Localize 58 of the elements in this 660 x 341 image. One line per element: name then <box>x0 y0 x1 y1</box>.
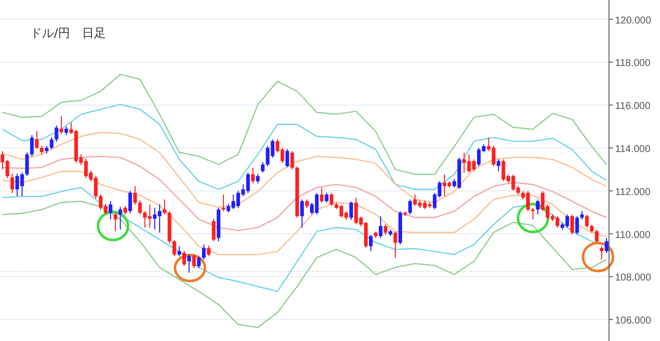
candlestick <box>604 238 608 254</box>
candlestick <box>114 212 118 232</box>
candlestick <box>50 136 54 150</box>
candlestick <box>256 173 260 184</box>
candlestick <box>394 231 398 258</box>
candlestick <box>128 190 132 214</box>
candlestick <box>290 150 294 170</box>
candlestick <box>162 198 166 215</box>
y-tick-label: 110.000 <box>615 230 651 241</box>
candlestick <box>378 216 382 239</box>
y-tick-label: 114.000 <box>615 144 651 155</box>
candlestick <box>30 134 34 158</box>
line-series <box>2 74 608 175</box>
candlestick <box>10 173 14 194</box>
candlestick <box>197 256 201 269</box>
candlestick <box>60 116 64 135</box>
candlestick <box>212 218 216 242</box>
y-tick-label: 106.000 <box>615 316 652 327</box>
candlestick <box>300 198 304 228</box>
candlestick <box>192 254 196 269</box>
candlestick <box>138 200 142 215</box>
candlestick <box>251 167 255 184</box>
candlestick <box>25 152 29 176</box>
candlestick <box>384 224 388 236</box>
candlestick <box>177 246 182 257</box>
candlestick <box>408 198 412 215</box>
text: ドル/円 日足 <box>30 26 106 40</box>
candlestick <box>222 194 226 212</box>
candlestick <box>320 187 324 204</box>
candlestick <box>133 186 137 206</box>
y-tick-label: 116.000 <box>615 101 651 112</box>
candlestick <box>54 124 58 142</box>
y-tick-label: 118.000 <box>615 58 651 70</box>
candlestick <box>260 161 265 174</box>
candlestick <box>536 198 540 215</box>
candlestick <box>594 228 599 244</box>
candlestick <box>108 200 112 220</box>
y-tick-label: 108.000 <box>615 272 652 284</box>
line-series <box>2 104 608 190</box>
candlestick <box>182 250 186 266</box>
candlestick <box>202 244 206 260</box>
candlestick <box>570 214 574 235</box>
y-tick-label: 112.000 <box>615 186 651 198</box>
candlestick <box>368 234 373 252</box>
candlestick <box>206 245 211 257</box>
candlestick <box>496 158 500 172</box>
candlestick <box>118 206 122 230</box>
candlestick <box>585 214 589 228</box>
y-tick-label: 120.000 <box>615 15 652 26</box>
candlestick <box>349 201 353 220</box>
candlestick <box>187 254 191 274</box>
candlestick <box>285 148 290 168</box>
candlestick <box>575 216 579 235</box>
candlestick <box>172 240 176 257</box>
candlestick <box>324 192 328 204</box>
candlestick <box>531 208 535 220</box>
candlestick <box>330 192 334 206</box>
candlestick <box>35 130 39 150</box>
